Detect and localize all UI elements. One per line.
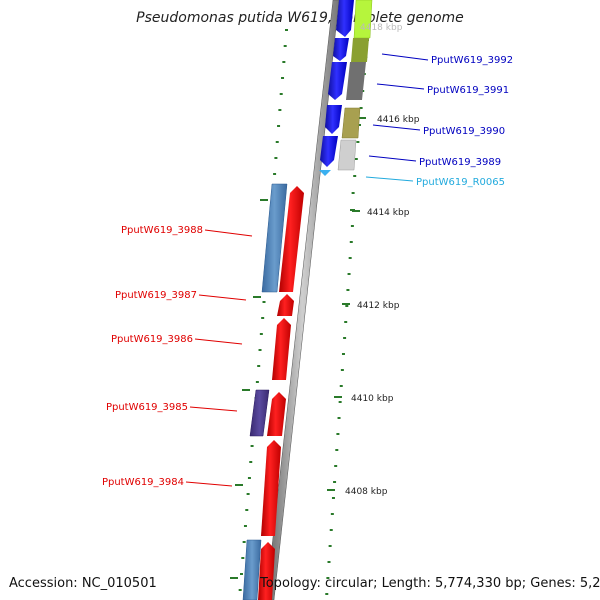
accession-text: Accession: NC_010501 <box>9 576 157 591</box>
leader-line-pputw619-3987 <box>198 294 247 301</box>
cog-track-reverse <box>242 183 288 600</box>
kbp-label: 4416 kbp <box>377 115 420 125</box>
gene-arrow-3985[interactable] <box>267 392 286 436</box>
leader-line-pputw619-3988 <box>204 229 253 237</box>
gene-label-pputw619-3985[interactable]: PputW619_3985 <box>106 402 188 413</box>
kbp-scale: 4416 kbp 4414 kbp 4412 kbp 4410 kbp 4408 kbp <box>345 115 420 497</box>
kbp-label: 4414 kbp <box>367 208 410 218</box>
genome-backbone <box>265 0 340 600</box>
forward-strand-genes <box>319 0 354 176</box>
kbp-label: 4412 kbp <box>357 301 400 311</box>
gene-label-pputw619-3988[interactable]: PputW619_3988 <box>121 225 203 236</box>
leader-line-pputw619-3989 <box>368 155 417 162</box>
leader-line-pputw619-3986 <box>194 338 243 345</box>
leader-line-pputw619-r0065 <box>365 176 414 182</box>
gene-arrow-3983[interactable] <box>258 542 275 600</box>
map-title: Pseudomonas putida W619, complete genome <box>136 10 464 26</box>
gene-arrow-3984[interactable] <box>261 440 281 536</box>
gene-arrow-3987[interactable] <box>277 294 294 316</box>
gene-label-pputw619-3984[interactable]: PputW619_3984 <box>102 477 184 488</box>
gene-label-pputw619-3986[interactable]: PputW619_3986 <box>111 334 193 345</box>
kbp-label-4418: 4418 kbp <box>360 23 403 33</box>
gene-arrow-3992b[interactable] <box>333 38 349 61</box>
kbp-label: 4410 kbp <box>351 394 394 404</box>
gene-arrow-3988[interactable] <box>279 186 304 292</box>
gene-arrow-3990[interactable] <box>325 105 342 134</box>
kbp-label: 4408 kbp <box>345 487 388 497</box>
gene-arrow-3989[interactable] <box>320 136 338 167</box>
gene-label-pputw619-3987[interactable]: PputW619_3987 <box>115 290 197 301</box>
gene-arrow-3991[interactable] <box>328 62 347 100</box>
gene-labels: PputW619_3992 PputW619_3991 PputW619_3990 P… <box>102 53 513 488</box>
gc-track-inner <box>230 117 366 595</box>
reverse-strand-genes <box>258 186 304 600</box>
gene-arrow-r0065[interactable] <box>319 170 331 176</box>
gene-label-pputw619-3992[interactable]: PputW619_3992 <box>431 55 513 66</box>
gene-arrow-3986[interactable] <box>272 318 291 380</box>
gene-label-pputw619-3989[interactable]: PputW619_3989 <box>419 157 501 168</box>
gene-arrow-3992[interactable] <box>336 0 354 37</box>
leader-line-pputw619-3991 <box>376 83 425 90</box>
cog-track-forward <box>337 0 373 171</box>
gene-label-pputw619-r0065[interactable]: PputW619_R0065 <box>416 177 505 188</box>
leader-line-pputw619-3992 <box>381 53 429 61</box>
gene-label-pputw619-3990[interactable]: PputW619_3990 <box>423 126 505 137</box>
topology-text: Topology: circular; Length: 5,774,330 bp… <box>259 576 600 591</box>
gene-label-pputw619-3991[interactable]: PputW619_3991 <box>427 85 509 96</box>
leader-line-pputw619-3984 <box>185 481 233 487</box>
leader-line-pputw619-3990 <box>372 124 421 131</box>
leader-line-pputw619-3985 <box>189 406 238 412</box>
